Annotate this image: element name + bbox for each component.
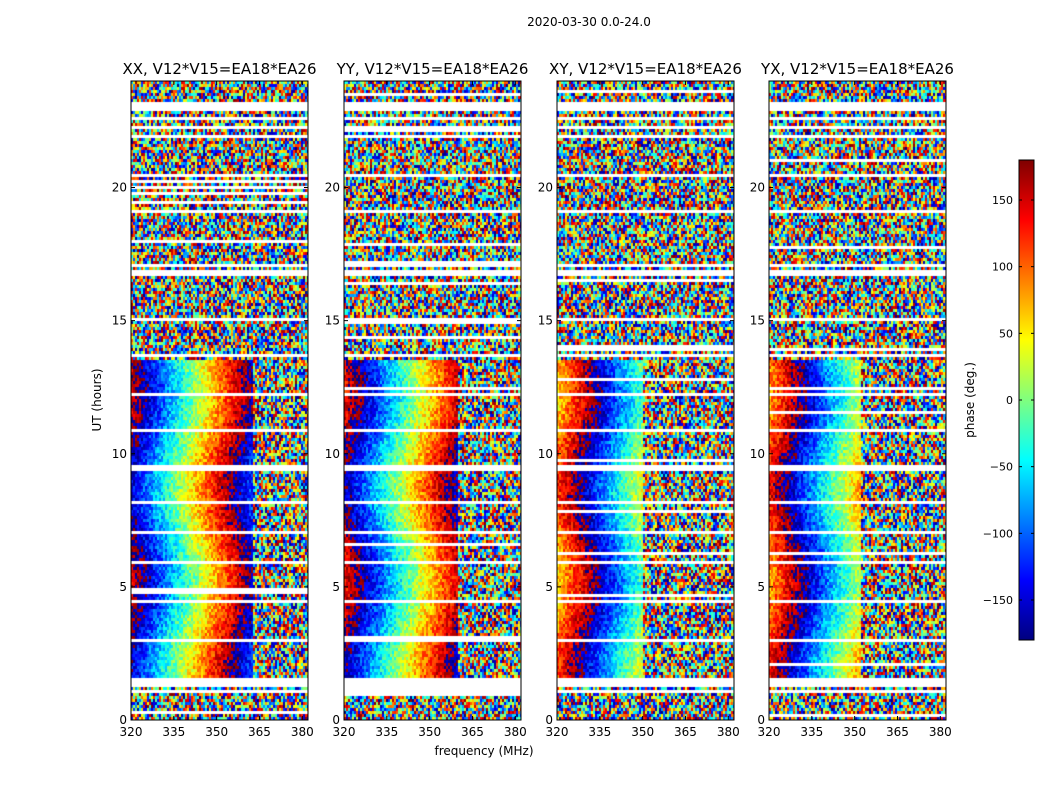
phase-heatmap-canvas xyxy=(131,81,308,720)
panel-frame xyxy=(130,80,309,721)
x-tick-label: 380 xyxy=(929,725,952,739)
phase-heatmap-canvas xyxy=(769,81,946,720)
colorbar-tick-label: 0 xyxy=(1006,394,1013,407)
y-tick-label: 5 xyxy=(757,580,765,594)
y-tick-label: 10 xyxy=(538,447,553,461)
panels: XX, V12*V15=EA18*EA26 320 335 350 365 380 0 5 10… xyxy=(112,60,954,739)
colorbar-tick-label: 50 xyxy=(999,327,1013,340)
y-axis-label: UT (hours) xyxy=(90,368,104,431)
panel-frame xyxy=(768,80,947,721)
x-tick-label: 350 xyxy=(418,725,441,739)
y-tick-label: 15 xyxy=(538,314,553,328)
colorbar-tick-label: −150 xyxy=(983,594,1013,607)
panel-title: XY, V12*V15=EA18*EA26 xyxy=(549,60,742,78)
y-tick-label: 10 xyxy=(325,447,340,461)
phase-heatmap xyxy=(557,81,734,720)
x-tick-label: 350 xyxy=(631,725,654,739)
y-tick-label: 0 xyxy=(332,713,340,727)
y-tick-label: 20 xyxy=(750,181,765,195)
colorbar-tick-label: −100 xyxy=(983,527,1013,540)
panel-3: XY, V12*V15=EA18*EA26 320 335 350 365 380 0 5 10… xyxy=(538,60,742,739)
x-tick-label: 320 xyxy=(758,725,781,739)
x-tick-label: 335 xyxy=(375,725,398,739)
x-tick-label: 365 xyxy=(674,725,697,739)
panel-title: XX, V12*V15=EA18*EA26 xyxy=(122,60,316,78)
y-tick-label: 20 xyxy=(325,181,340,195)
y-tick-label: 10 xyxy=(112,447,127,461)
x-tick-label: 320 xyxy=(546,725,569,739)
x-tick-label: 365 xyxy=(461,725,484,739)
x-tick-label: 365 xyxy=(886,725,909,739)
y-tick-label: 10 xyxy=(750,447,765,461)
x-tick-label: 320 xyxy=(333,725,356,739)
colorbar-tick-label: −50 xyxy=(990,461,1013,474)
x-tick-label: 380 xyxy=(291,725,314,739)
x-tick-label: 335 xyxy=(162,725,185,739)
panel-2: YY, V12*V15=EA18*EA26 320 335 350 365 380 0 5 10… xyxy=(325,60,529,739)
phase-heatmap xyxy=(769,81,946,720)
phase-heatmap-canvas xyxy=(344,81,521,720)
y-tick-label: 15 xyxy=(750,314,765,328)
phase-heatmap xyxy=(344,81,521,720)
y-tick-label: 20 xyxy=(112,181,127,195)
y-tick-label: 5 xyxy=(119,580,127,594)
phase-heatmap-canvas xyxy=(557,81,734,720)
panel-1: XX, V12*V15=EA18*EA26 320 335 350 365 380 0 5 10… xyxy=(112,60,317,739)
x-tick-label: 320 xyxy=(120,725,143,739)
x-tick-label: 335 xyxy=(800,725,823,739)
y-tick-label: 5 xyxy=(545,580,553,594)
colorbar: −150 −100 −50 0 50 100 150 phase (deg.) xyxy=(963,159,1035,641)
panel-4: YX, V12*V15=EA18*EA26 320 335 350 365 380 0 5 10… xyxy=(750,60,954,739)
panel-title: YX, V12*V15=EA18*EA26 xyxy=(760,60,954,78)
x-tick-label: 335 xyxy=(588,725,611,739)
y-tick-label: 0 xyxy=(757,713,765,727)
panel-frame xyxy=(343,80,522,721)
phase-heatmap xyxy=(131,81,308,720)
y-tick-label: 15 xyxy=(112,314,127,328)
x-tick-label: 350 xyxy=(205,725,228,739)
y-tick-label: 5 xyxy=(332,580,340,594)
y-tick-label: 15 xyxy=(325,314,340,328)
colorbar-ticks: −150 −100 −50 0 50 100 150 xyxy=(983,194,1034,607)
x-axis-label: frequency (MHz) xyxy=(434,744,533,758)
colorbar-label: phase (deg.) xyxy=(963,362,977,438)
figure-title: 2020-03-30 0.0-24.0 xyxy=(527,15,651,29)
colorbar-tick-label: 100 xyxy=(992,261,1013,274)
y-tick-label: 0 xyxy=(119,713,127,727)
x-tick-label: 380 xyxy=(717,725,740,739)
x-tick-label: 380 xyxy=(504,725,527,739)
colorbar-tick-label: 150 xyxy=(992,194,1013,207)
x-tick-label: 350 xyxy=(843,725,866,739)
panel-frame xyxy=(556,80,735,721)
panel-title: YY, V12*V15=EA18*EA26 xyxy=(336,60,529,78)
x-tick-label: 365 xyxy=(248,725,271,739)
y-tick-label: 0 xyxy=(545,713,553,727)
y-tick-label: 20 xyxy=(538,181,553,195)
